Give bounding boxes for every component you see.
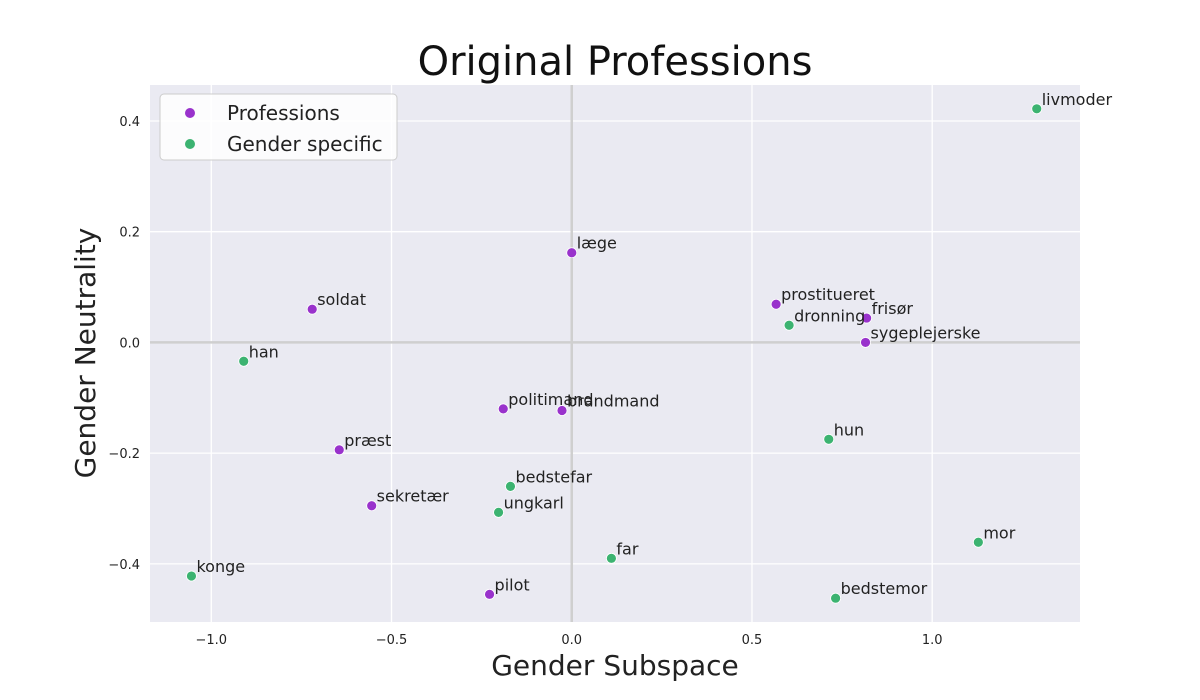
point-label: han (249, 342, 279, 361)
data-point (823, 433, 835, 445)
data-point (972, 536, 984, 548)
point-label: præst (344, 431, 391, 450)
y-tick-label: 0.2 (119, 226, 140, 241)
point-label: sekretær (377, 487, 450, 506)
point-label: bedstemor (841, 579, 928, 598)
x-tick-label: −1.0 (195, 633, 227, 648)
data-point (566, 247, 578, 259)
point-label: prostitueret (781, 285, 875, 304)
zero-lines (150, 85, 1080, 622)
point-label: brandmand (567, 392, 660, 411)
data-point (505, 480, 516, 492)
legend-marker (185, 139, 195, 149)
data-point (556, 405, 568, 416)
data-point (493, 506, 504, 518)
point-label: mor (983, 523, 1015, 542)
data-point (860, 337, 871, 348)
legend-label: Professions (227, 101, 340, 125)
data-point (186, 570, 197, 582)
legend-marker (185, 108, 195, 118)
point-label: dronning (794, 306, 865, 325)
data-point (306, 303, 318, 315)
x-tick-label: 1.0 (922, 633, 943, 648)
data-points (186, 103, 1043, 604)
plot-area (150, 85, 1080, 622)
point-label: sygeplejerske (871, 323, 981, 342)
data-point (238, 355, 250, 367)
y-tick-label: 0.4 (119, 115, 140, 130)
chart-title: Original Professions (418, 39, 813, 85)
data-point (484, 588, 495, 600)
data-point (861, 312, 873, 324)
point-label: hun (834, 420, 864, 439)
y-tick-label: −0.2 (108, 447, 140, 462)
point-label: livmoder (1042, 90, 1113, 109)
y-tick-label: 0.0 (119, 336, 140, 351)
point-label: læge (577, 234, 617, 253)
tick-labels: −1.0 −0.5 0.0 0.5 1.0 −0.4 −0.2 0.0 0.2 0.4 (108, 115, 942, 648)
point-label: konge (196, 557, 245, 576)
data-point (333, 444, 345, 456)
data-point (1031, 103, 1043, 115)
point-label: soldat (317, 290, 366, 309)
x-tick-label: 0.0 (561, 633, 582, 648)
data-point (605, 552, 617, 564)
legend-label: Gender specific (227, 132, 383, 156)
point-label: pilot (495, 575, 530, 594)
y-axis-label: Gender Neutrality (69, 228, 102, 479)
data-point (783, 319, 795, 331)
data-point (366, 500, 378, 512)
data-point (770, 298, 782, 310)
point-label: frisør (872, 299, 914, 318)
y-tick-label: −0.4 (108, 558, 140, 573)
point-label: politimand (508, 390, 593, 409)
data-point (830, 592, 842, 604)
x-tick-label: 0.5 (742, 633, 763, 648)
data-point (497, 403, 509, 415)
x-axis-label: Gender Subspace (491, 649, 739, 682)
legend: Professions Gender specific (159, 93, 398, 161)
x-tick-label: −0.5 (376, 633, 408, 648)
point-label: bedstefar (515, 467, 592, 486)
point-label: far (616, 539, 638, 558)
legend-box (159, 93, 398, 161)
point-label: ungkarl (504, 493, 564, 512)
